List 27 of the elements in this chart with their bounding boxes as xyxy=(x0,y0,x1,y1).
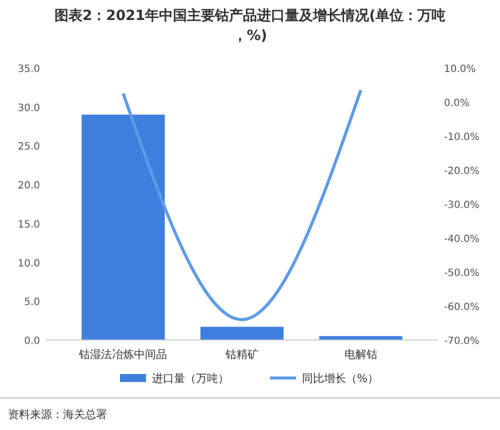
y-tick-label: 5.0 xyxy=(24,297,40,308)
y2-tick-label: -50.0% xyxy=(444,268,480,279)
y-tick-label: 0.0 xyxy=(24,336,40,347)
y-tick-label: 10.0 xyxy=(18,258,40,270)
legend-label: 同比增长（%） xyxy=(302,372,378,385)
bar xyxy=(82,114,165,340)
y2-tick-label: 10.0% xyxy=(444,64,476,75)
y2-tick-label: -40.0% xyxy=(444,234,480,245)
y2-tick-label: -30.0% xyxy=(444,200,480,211)
y2-tick-label: -10.0% xyxy=(444,132,480,143)
y2-tick-label: -70.0% xyxy=(444,336,480,347)
y-tick-label: 25.0 xyxy=(18,142,40,153)
legend-label: 进口量（万吨） xyxy=(152,372,229,385)
y-tick-label: 15.0 xyxy=(18,219,40,230)
chart-title: 图表2：2021年中国主要钴产品进口量及增长情况(单位：万吨，%) xyxy=(54,7,446,44)
y2-tick-label: -60.0% xyxy=(444,302,480,313)
y2-tick-label: -20.0% xyxy=(444,166,480,177)
y-tick-label: 20.0 xyxy=(18,180,40,192)
y-tick-label: 30.0 xyxy=(18,102,40,114)
bar xyxy=(200,326,284,340)
x-tick-label: 电解钴 xyxy=(344,348,378,361)
x-tick-label: 钴精矿 xyxy=(224,348,258,361)
y-tick-label: 35.0 xyxy=(18,64,40,75)
bar xyxy=(319,336,402,340)
text: 资料来源：海关总署 xyxy=(8,408,107,421)
x-tick-label: 钴湿法冶炼中间品 xyxy=(78,348,168,361)
y2-tick-label: 0.0% xyxy=(444,98,470,109)
